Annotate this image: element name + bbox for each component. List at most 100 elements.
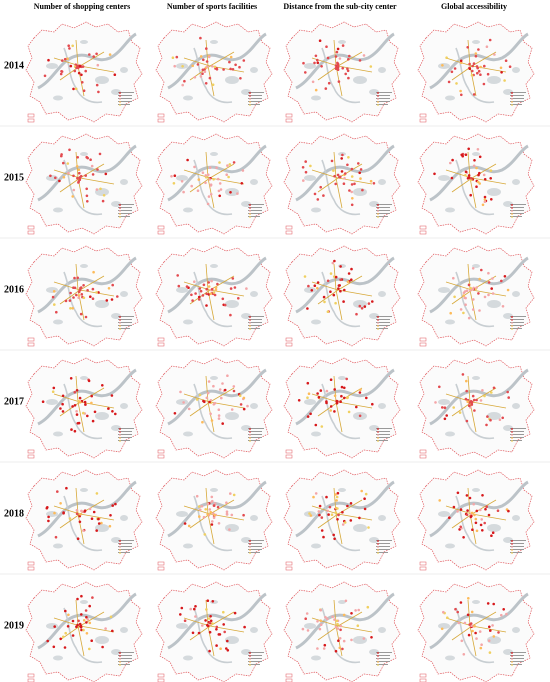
station-dot: [340, 394, 343, 398]
station-dot: [196, 189, 200, 192]
station-dot: [358, 391, 362, 394]
station-dot: [196, 63, 200, 66]
station-dot: [329, 290, 332, 293]
station-dot: [197, 631, 201, 635]
legend-swatch: [511, 661, 513, 663]
legend-swatch: [377, 437, 379, 439]
station-dot: [322, 295, 326, 299]
station-dot: [326, 279, 330, 283]
station-dot: [97, 291, 100, 294]
station-dot: [212, 516, 216, 519]
station-dot: [75, 509, 79, 512]
station-dot: [72, 87, 75, 91]
station-dot: [491, 531, 495, 534]
station-dot: [73, 429, 77, 433]
base-map: [24, 244, 144, 348]
map-panel: [416, 244, 536, 348]
station-dot: [80, 628, 83, 632]
station-dot: [332, 293, 336, 297]
station-dot: [467, 147, 470, 151]
station-dot: [309, 412, 312, 416]
station-dot: [78, 171, 81, 175]
station-dot: [367, 302, 371, 305]
station-dot: [229, 191, 232, 194]
station-dot: [465, 419, 469, 423]
station-dot: [316, 58, 319, 62]
station-dot: [469, 622, 473, 625]
station-dot: [317, 510, 321, 513]
station-dot: [207, 195, 211, 198]
station-dot: [223, 303, 227, 307]
station-dot: [475, 637, 478, 640]
base-map: [282, 468, 402, 572]
station-dot: [343, 396, 346, 400]
station-dot: [458, 528, 461, 531]
station-dot: [180, 606, 184, 610]
station-dot: [459, 59, 463, 63]
legend-swatch: [511, 213, 513, 215]
station-dot: [221, 382, 224, 385]
base-map: [24, 356, 144, 460]
station-dot: [59, 407, 62, 410]
station-dot: [334, 649, 338, 653]
station-dot: [473, 624, 476, 628]
station-dot: [245, 287, 248, 290]
legend-swatch: [377, 540, 379, 542]
station-dot: [215, 166, 218, 169]
station-dot: [193, 280, 196, 283]
station-dot: [506, 288, 510, 292]
legend-swatch: [377, 319, 379, 321]
station-dot: [233, 286, 237, 289]
station-dot: [470, 403, 474, 406]
station-dot: [301, 627, 305, 631]
station-dot: [59, 502, 62, 505]
station-dot: [359, 388, 362, 392]
station-dot: [83, 509, 87, 512]
station-dot: [200, 505, 204, 508]
station-dot: [322, 535, 325, 539]
station-dot: [107, 287, 111, 290]
legend-swatch: [119, 207, 121, 209]
station-dot: [70, 428, 73, 431]
station-dot: [341, 153, 344, 157]
station-dot: [447, 80, 451, 84]
station-dot: [471, 64, 474, 68]
station-dot: [206, 202, 210, 206]
station-dot: [497, 631, 500, 634]
legend-swatch: [377, 210, 379, 212]
station-dot: [206, 624, 210, 628]
station-dot: [218, 182, 222, 185]
station-dot: [68, 47, 71, 50]
legend-swatch: [119, 440, 121, 442]
station-dot: [96, 168, 99, 171]
station-dot: [498, 418, 502, 421]
station-dot: [371, 402, 374, 406]
station-dot: [442, 610, 445, 614]
station-dot: [467, 316, 471, 320]
station-dot: [47, 515, 50, 519]
station-dot: [89, 295, 92, 298]
station-dot: [95, 529, 98, 532]
legend-swatch: [377, 328, 379, 330]
column-header: Global accessibility: [441, 2, 507, 11]
station-dot: [62, 175, 66, 179]
station-dot: [73, 286, 77, 290]
station-dot: [232, 161, 236, 164]
station-dot: [225, 501, 228, 504]
map-panel: [282, 356, 402, 460]
station-dot: [218, 194, 221, 198]
station-dot: [226, 649, 230, 652]
legend-swatch: [511, 440, 513, 442]
station-dot: [86, 200, 89, 203]
station-dot: [477, 173, 480, 177]
station-dot: [356, 624, 360, 627]
base-map: [24, 132, 144, 236]
station-dot: [173, 412, 177, 415]
map-panel: [154, 356, 274, 460]
station-dot: [198, 287, 202, 290]
station-dot: [473, 159, 476, 162]
station-dot: [330, 513, 334, 516]
station-dot: [67, 613, 70, 617]
legend-swatch: [249, 204, 251, 206]
station-dot: [183, 79, 186, 83]
